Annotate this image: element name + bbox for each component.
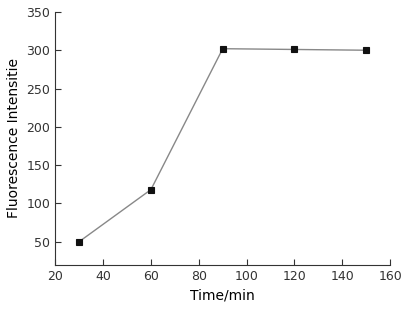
Y-axis label: Fluorescence Intensitie: Fluorescence Intensitie bbox=[7, 58, 21, 218]
X-axis label: Time/min: Time/min bbox=[190, 288, 255, 302]
